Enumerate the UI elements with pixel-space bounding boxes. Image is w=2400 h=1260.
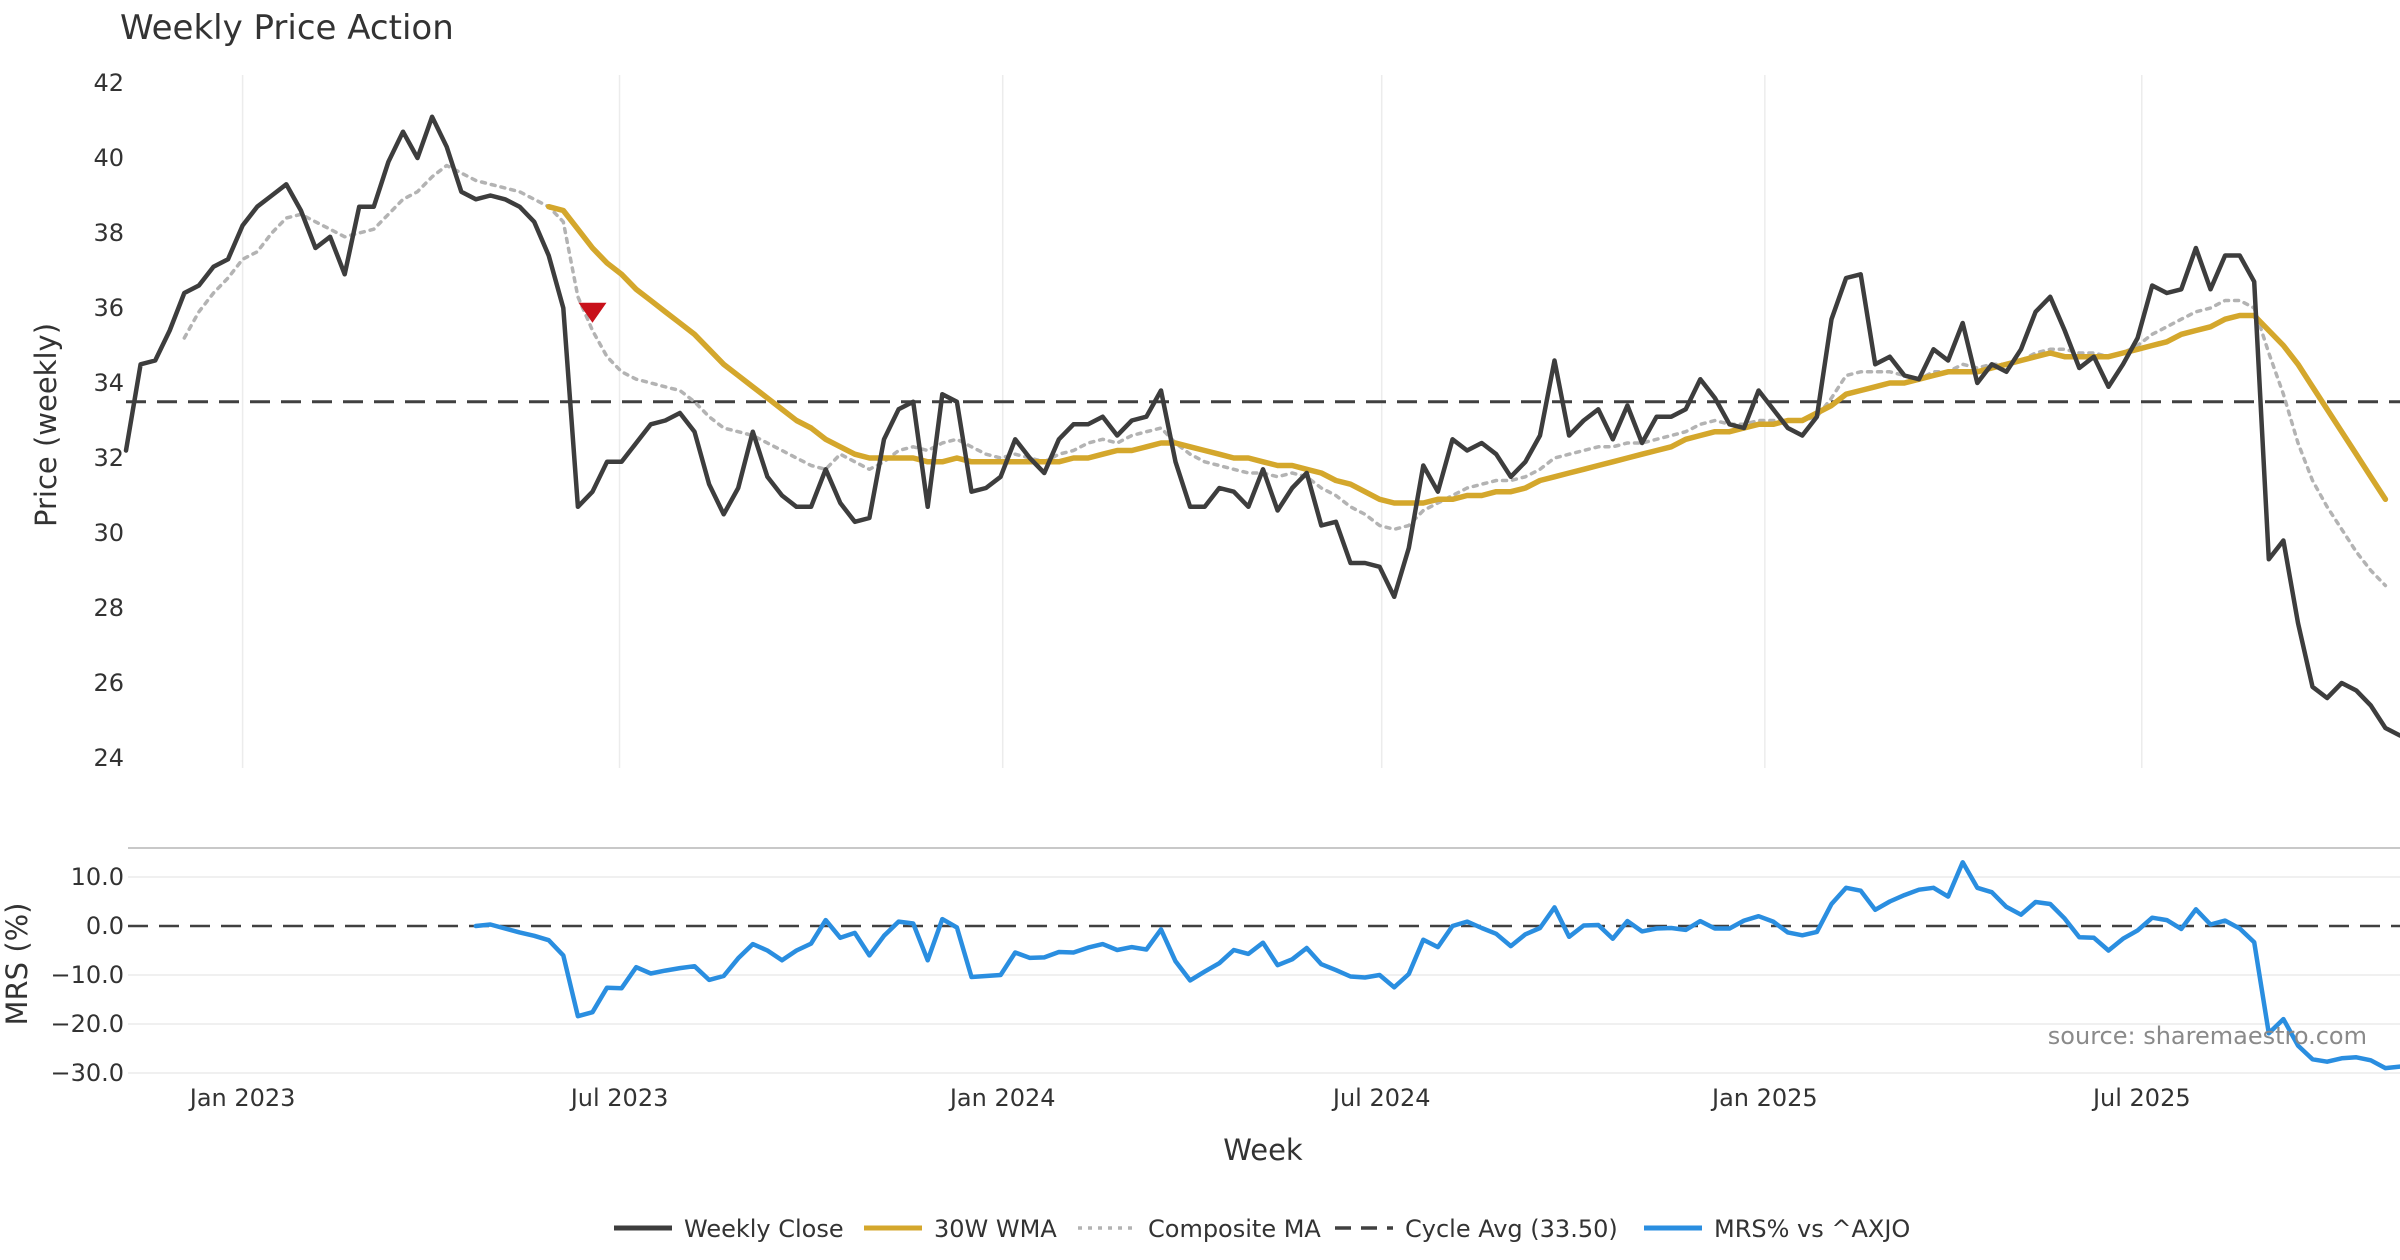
price-y-tick: 42 bbox=[93, 69, 124, 97]
x-tick-label: Jul 2025 bbox=[2091, 1084, 2191, 1112]
price-y-axis: 24 26 28 30 32 34 36 38 40 42 bbox=[93, 69, 124, 772]
x-tick-label: Jan 2024 bbox=[948, 1084, 1056, 1112]
legend-30w-wma: 30W WMA bbox=[864, 1215, 1057, 1243]
mrs-grid bbox=[128, 876, 2400, 1074]
x-tick-label: Jul 2023 bbox=[569, 1084, 669, 1112]
x-tick-label: Jan 2025 bbox=[1710, 1084, 1818, 1112]
price-y-tick: 40 bbox=[93, 144, 124, 172]
x-axis: Jan 2023 Jul 2023 Jan 2024 Jul 2024 Jan 2025… bbox=[188, 1084, 2191, 1112]
x-tick-label: Jul 2024 bbox=[1331, 1084, 1431, 1112]
legend: Weekly Close 30W WMA Composite MA Cycle Avg… bbox=[614, 1215, 1910, 1243]
legend-label: Composite MA bbox=[1148, 1215, 1321, 1243]
mrs-y-axis-label: MRS (%) bbox=[0, 903, 34, 1026]
price-markers bbox=[578, 302, 607, 323]
legend-label: Cycle Avg (33.50) bbox=[1405, 1215, 1618, 1243]
legend-label: Weekly Close bbox=[684, 1215, 844, 1243]
legend-cycle-avg: Cycle Avg (33.50) bbox=[1335, 1215, 1618, 1243]
mrs-y-tick: 10.0 bbox=[71, 863, 124, 891]
price-y-tick: 26 bbox=[93, 669, 124, 697]
source-note: source: sharemaestro.com bbox=[2048, 1022, 2367, 1050]
mrs-y-tick: −10.0 bbox=[50, 961, 124, 989]
legend-weekly-close: Weekly Close bbox=[614, 1215, 844, 1243]
legend-label: MRS% vs ^AXJO bbox=[1714, 1215, 1910, 1243]
x-axis-label: Week bbox=[1223, 1133, 1303, 1167]
price-y-tick: 24 bbox=[93, 744, 124, 772]
mrs-y-axis: −30.0 −20.0 −10.0 0.0 10.0 bbox=[50, 863, 124, 1087]
price-y-tick: 34 bbox=[93, 369, 124, 397]
mrs-line bbox=[473, 860, 2400, 1071]
x-tick-label: Jan 2023 bbox=[188, 1084, 296, 1112]
price-y-tick: 38 bbox=[93, 219, 124, 247]
wma-30w-line bbox=[545, 203, 2389, 506]
price-y-tick: 30 bbox=[93, 519, 124, 547]
mrs-y-tick: 0.0 bbox=[86, 912, 124, 940]
legend-composite-ma: Composite MA bbox=[1078, 1215, 1321, 1243]
weekly-close-line bbox=[123, 114, 2400, 738]
price-y-tick: 36 bbox=[93, 294, 124, 322]
legend-label: 30W WMA bbox=[934, 1215, 1057, 1243]
chart-title: Weekly Price Action bbox=[120, 8, 454, 48]
mrs-y-tick: −30.0 bbox=[50, 1059, 124, 1087]
price-series-group bbox=[123, 114, 2400, 738]
mrs-series-group bbox=[473, 860, 2400, 1071]
mrs-y-tick: −20.0 bbox=[50, 1010, 124, 1038]
legend-mrs: MRS% vs ^AXJO bbox=[1644, 1215, 1910, 1243]
price-y-axis-label: Price (weekly) bbox=[29, 323, 63, 527]
price-y-tick: 32 bbox=[93, 444, 124, 472]
sell-signal-marker bbox=[578, 302, 607, 323]
price-y-tick: 28 bbox=[93, 594, 124, 622]
